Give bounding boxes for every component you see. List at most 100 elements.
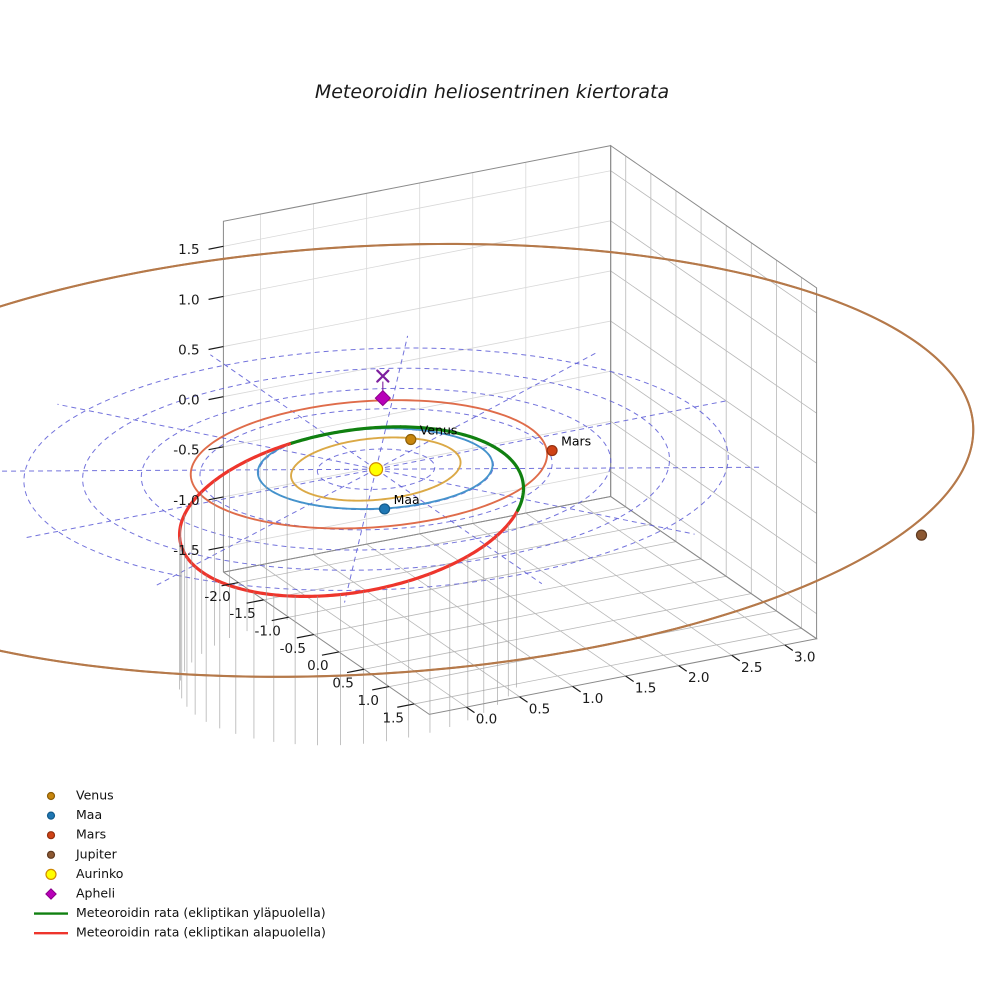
y-tick-label: 1.5	[635, 681, 656, 697]
x-tick-label: -1.5	[229, 606, 255, 622]
backwall-grid-h	[610, 220, 817, 364]
y-tick-mark	[466, 706, 475, 714]
z-tick-label: -0.5	[173, 443, 199, 459]
meteoroid-orbit-segment	[285, 425, 403, 447]
legend-label: Mars	[76, 827, 106, 842]
z-tick-label: -1.5	[173, 543, 199, 559]
legend-item: Meteoroidin rata (ekliptikan alapuolella…	[34, 925, 326, 940]
scene-3d	[0, 144, 975, 746]
legend-label: Apheli	[76, 886, 115, 901]
polar-grid-radial	[375, 352, 597, 470]
orbit-jupiter-outer	[0, 242, 975, 678]
polar-grid-radial	[375, 468, 695, 535]
x-tick-mark	[271, 616, 289, 622]
legend-item: Meteoroidin rata (ekliptikan yläpuolella…	[34, 905, 326, 920]
leftwall-grid-h	[223, 220, 611, 297]
leftwall-grid-h	[223, 370, 611, 448]
z-tick-label: -1.0	[173, 493, 199, 509]
marker-mars	[546, 444, 558, 457]
polar-grid-radial	[375, 335, 409, 470]
floor-grid-x	[238, 506, 626, 583]
x-tick-label: -2.0	[204, 589, 230, 605]
leftwall-grid-h	[223, 170, 611, 247]
legend-diamond-sample	[45, 888, 57, 900]
y-tick-label: 1.0	[582, 691, 603, 707]
z-tick-label: 1.0	[178, 292, 199, 308]
legend-item: Venus	[46, 788, 114, 803]
z-tick-label: 0.5	[178, 343, 199, 359]
y-tick-label: 0.0	[476, 712, 497, 728]
y-tick-mark	[572, 685, 581, 693]
x-tick-mark	[321, 651, 340, 656]
x-tick-label: 0.5	[332, 676, 353, 692]
legend-label: Venus	[76, 788, 114, 803]
legend-circle-sample	[46, 831, 56, 840]
backwall-grid-h	[610, 420, 817, 564]
meteoroid-orbit-segment	[177, 442, 520, 599]
leftwall-grid-h	[223, 420, 611, 498]
polar-grid-circle	[140, 387, 612, 551]
y-tick-label: 2.5	[741, 660, 762, 676]
marker-jupiter	[915, 529, 928, 541]
floor-grid-y	[313, 554, 520, 698]
x-tick-label: -0.5	[280, 641, 306, 657]
polar-grid-radial	[57, 403, 377, 470]
z-tick-mark	[208, 546, 224, 551]
legend-item: Aurinko	[45, 866, 123, 881]
polar-grid-radial	[155, 468, 377, 587]
legend-label: Aurinko	[76, 866, 123, 881]
floor-grid-x	[313, 558, 702, 635]
backwall-grid-h	[610, 471, 817, 614]
backwall-grid-h	[610, 170, 817, 314]
x-tick-mark	[346, 668, 365, 674]
legend-circle-sample	[46, 811, 56, 820]
body-label-venus: Venus	[420, 423, 458, 438]
floor-grid-y	[419, 533, 626, 677]
x-tick-mark	[397, 703, 415, 708]
x-tick-label: 0.0	[307, 658, 328, 674]
orbit-mars	[189, 399, 549, 530]
legend-label: Meteoroidin rata (ekliptikan alapuolella…	[76, 925, 326, 940]
y-tick-mark	[784, 644, 794, 651]
x-tick-mark	[372, 686, 390, 691]
y-tick-mark	[678, 665, 688, 672]
z-tick-mark	[208, 245, 224, 250]
legend-label: Meteoroidin rata (ekliptikan yläpuolella…	[76, 905, 326, 920]
x-tick-mark	[221, 581, 239, 587]
z-tick-label: 1.5	[178, 242, 199, 258]
backwall-pane-outline	[610, 144, 818, 640]
polar-grid-circle	[23, 347, 729, 591]
polar-grid-radial	[0, 468, 377, 472]
floor-grid-y	[578, 502, 785, 646]
legend-label: Jupiter	[75, 846, 118, 861]
leftwall-grid-h	[223, 270, 611, 347]
body-label-mars: Mars	[561, 434, 591, 449]
y-tick-mark	[519, 696, 528, 703]
leftwall-grid-h	[223, 471, 611, 548]
legend-circle-sample	[45, 868, 57, 881]
body-labels: Venus Maa Mars	[394, 423, 592, 508]
floor-grid-x	[414, 627, 802, 705]
backwall-grid-h	[610, 370, 817, 514]
x-tick-label: 1.5	[383, 710, 404, 726]
z-tick-mark	[208, 446, 224, 451]
x-tick-label: -1.0	[255, 624, 281, 640]
marker-aphelion-diamond	[374, 389, 392, 407]
y-tick-label: 2.0	[688, 670, 709, 686]
marker-venus	[405, 433, 417, 446]
floor-grid-x	[288, 541, 677, 618]
y-tick-mark	[625, 675, 634, 683]
floor-grid-y	[525, 512, 732, 656]
legend-circle-sample	[46, 850, 56, 859]
y-tick-label: 3.0	[794, 650, 815, 666]
polar-grid-radial	[376, 466, 763, 470]
z-tick-label: 0.0	[178, 393, 199, 409]
floor-grid-x	[363, 593, 752, 670]
orbit-venus	[290, 436, 462, 502]
floor-grid-x	[338, 575, 727, 653]
marker-maa	[378, 503, 391, 515]
x-tick-mark	[246, 599, 264, 604]
